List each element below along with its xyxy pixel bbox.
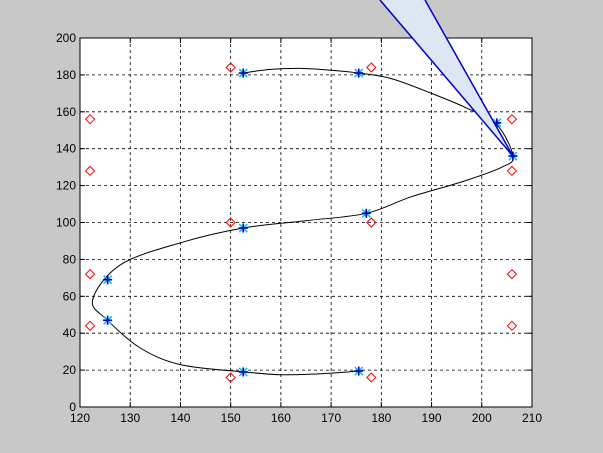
y-tick-label: 20 <box>63 363 77 377</box>
knot-marker <box>238 367 248 377</box>
knot-marker <box>103 275 113 285</box>
control-point-marker <box>366 372 377 383</box>
control-point-marker <box>506 165 518 177</box>
y-tick-label: 60 <box>63 289 77 303</box>
axis-ticks: 120 130 140 150 160 170 180 190 200 210 0 20 40 60 80 1… <box>56 31 542 425</box>
y-tick-label: 200 <box>56 31 76 45</box>
control-point-marker <box>506 268 518 280</box>
pointer-edge-left <box>379 0 514 157</box>
y-tick-label: 160 <box>56 105 76 119</box>
control-point-marker <box>366 217 377 228</box>
y-tick-label: 120 <box>56 179 76 193</box>
knot-marker <box>354 366 364 376</box>
control-point-marker <box>225 62 236 73</box>
control-point-marker <box>84 165 96 177</box>
x-tick-label: 180 <box>371 411 391 425</box>
pointer-annotation <box>379 0 514 157</box>
control-point-marker <box>225 217 236 228</box>
x-tick-label: 210 <box>522 411 542 425</box>
x-tick-label: 190 <box>422 411 442 425</box>
control-point-marker <box>225 372 236 383</box>
pointer-edge-right <box>424 0 514 157</box>
x-tick-label: 170 <box>321 411 341 425</box>
knot-marker <box>361 208 371 218</box>
control-point-marker <box>506 113 518 125</box>
control-point-marker <box>84 113 96 125</box>
knot-marker <box>103 315 113 325</box>
knot-marker <box>354 68 364 78</box>
knot-marker <box>238 223 248 233</box>
x-tick-label: 140 <box>170 411 190 425</box>
x-tick-label: 160 <box>271 411 291 425</box>
control-points-layer <box>84 62 518 383</box>
control-point-marker <box>84 320 96 332</box>
x-tick-label: 130 <box>120 411 140 425</box>
control-point-marker <box>506 320 518 332</box>
y-tick-label: 100 <box>56 216 76 230</box>
x-tick-label: 200 <box>472 411 492 425</box>
y-tick-label: 0 <box>69 400 76 414</box>
y-tick-label: 140 <box>56 142 76 156</box>
control-point-marker <box>84 268 96 280</box>
x-tick-label: 120 <box>70 411 90 425</box>
y-tick-label: 80 <box>63 252 77 266</box>
x-tick-label: 150 <box>221 411 241 425</box>
control-point-marker <box>366 62 377 73</box>
knot-marker <box>238 68 248 78</box>
axes-background <box>80 38 532 407</box>
y-tick-label: 180 <box>56 68 76 82</box>
y-tick-label: 40 <box>63 326 77 340</box>
